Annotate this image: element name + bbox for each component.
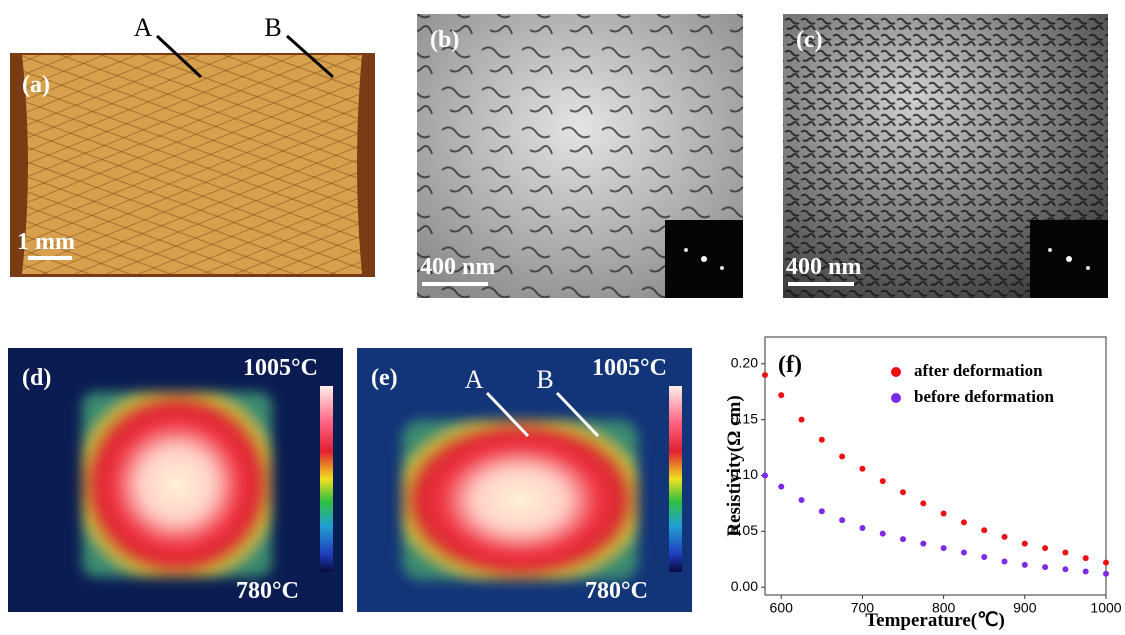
scale-label: 1 mm xyxy=(17,229,75,255)
panel-label: (f) xyxy=(778,352,802,378)
panel-label: (a) xyxy=(22,72,50,98)
panel-label: (e) xyxy=(371,365,398,391)
diffraction-spot xyxy=(1086,266,1090,270)
data-point xyxy=(961,519,967,525)
data-point xyxy=(880,531,886,537)
scale-label: 400 nm xyxy=(786,254,861,280)
x-tick-label: 900 xyxy=(1013,600,1037,616)
data-point xyxy=(941,510,947,516)
hot-zone xyxy=(82,392,272,577)
scale-min: 780°C xyxy=(236,578,299,604)
data-point xyxy=(859,525,865,531)
legend-label: before deformation xyxy=(914,387,1054,406)
scale-label: 400 nm xyxy=(420,254,495,280)
data-point xyxy=(1022,541,1028,547)
x-tick-label: 800 xyxy=(932,600,956,616)
data-point xyxy=(920,500,926,506)
data-point xyxy=(839,517,845,523)
data-point xyxy=(941,545,947,551)
figure: A B (a) 1 mm (b) 400 nm (c) 400 nm 1005°… xyxy=(0,0,1125,635)
data-point xyxy=(839,454,845,460)
y-tick-label: 0.15 xyxy=(731,410,758,426)
scale-max: 1005°C xyxy=(592,355,667,381)
data-point xyxy=(799,497,805,503)
page: {"panels": { "a": {"label": "(a)", "mark… xyxy=(0,0,1125,635)
data-point xyxy=(1002,558,1008,564)
data-point xyxy=(1042,545,1048,551)
data-point xyxy=(1103,571,1109,577)
legend-marker xyxy=(891,393,901,403)
scale-bar xyxy=(422,282,488,286)
y-tick-label: 0.00 xyxy=(731,578,758,594)
scale-bar xyxy=(788,282,854,286)
data-point xyxy=(819,437,825,443)
data-point xyxy=(1062,550,1068,556)
data-point xyxy=(778,392,784,398)
legend-label: after deformation xyxy=(914,361,1043,380)
data-point xyxy=(762,472,768,478)
data-point xyxy=(981,527,987,533)
data-point xyxy=(762,372,768,378)
data-point xyxy=(1042,564,1048,570)
diffraction-spot xyxy=(684,248,688,252)
x-tick-label: 1000 xyxy=(1090,600,1121,616)
marker-label: A xyxy=(465,365,484,394)
marker-label: B xyxy=(264,13,281,42)
data-point xyxy=(900,489,906,495)
data-point xyxy=(778,484,784,490)
color-bar xyxy=(669,386,682,572)
data-point xyxy=(880,478,886,484)
data-point xyxy=(799,417,805,423)
data-point xyxy=(1083,555,1089,561)
legend-marker xyxy=(891,367,901,377)
diffraction-spot xyxy=(1066,256,1072,262)
y-tick-label: 0.10 xyxy=(731,466,758,482)
panel-label: (d) xyxy=(22,365,51,391)
x-tick-label: 600 xyxy=(770,600,794,616)
marker-label: B xyxy=(536,365,553,394)
data-point xyxy=(981,554,987,560)
data-point xyxy=(1022,562,1028,568)
y-tick-label: 0.20 xyxy=(731,355,758,371)
data-point xyxy=(900,536,906,542)
data-point xyxy=(1083,569,1089,575)
data-point xyxy=(1103,560,1109,566)
diffraction-spot xyxy=(1048,248,1052,252)
marker-label: A xyxy=(134,13,153,42)
x-tick-label: 700 xyxy=(851,600,875,616)
diffraction-spot xyxy=(720,266,724,270)
data-point xyxy=(819,508,825,514)
data-point xyxy=(1062,566,1068,572)
diffraction-spot xyxy=(701,256,707,262)
color-bar xyxy=(320,386,333,572)
hot-zone xyxy=(402,420,638,580)
data-point xyxy=(920,541,926,547)
panel-label: (c) xyxy=(796,27,823,53)
data-point xyxy=(859,466,865,472)
scale-bar xyxy=(28,256,72,260)
panel-label: (b) xyxy=(430,27,459,53)
y-tick-label: 0.05 xyxy=(731,522,758,538)
data-point xyxy=(1002,534,1008,540)
scale-max: 1005°C xyxy=(243,355,318,381)
data-point xyxy=(961,550,967,556)
scale-min: 780°C xyxy=(585,578,648,604)
